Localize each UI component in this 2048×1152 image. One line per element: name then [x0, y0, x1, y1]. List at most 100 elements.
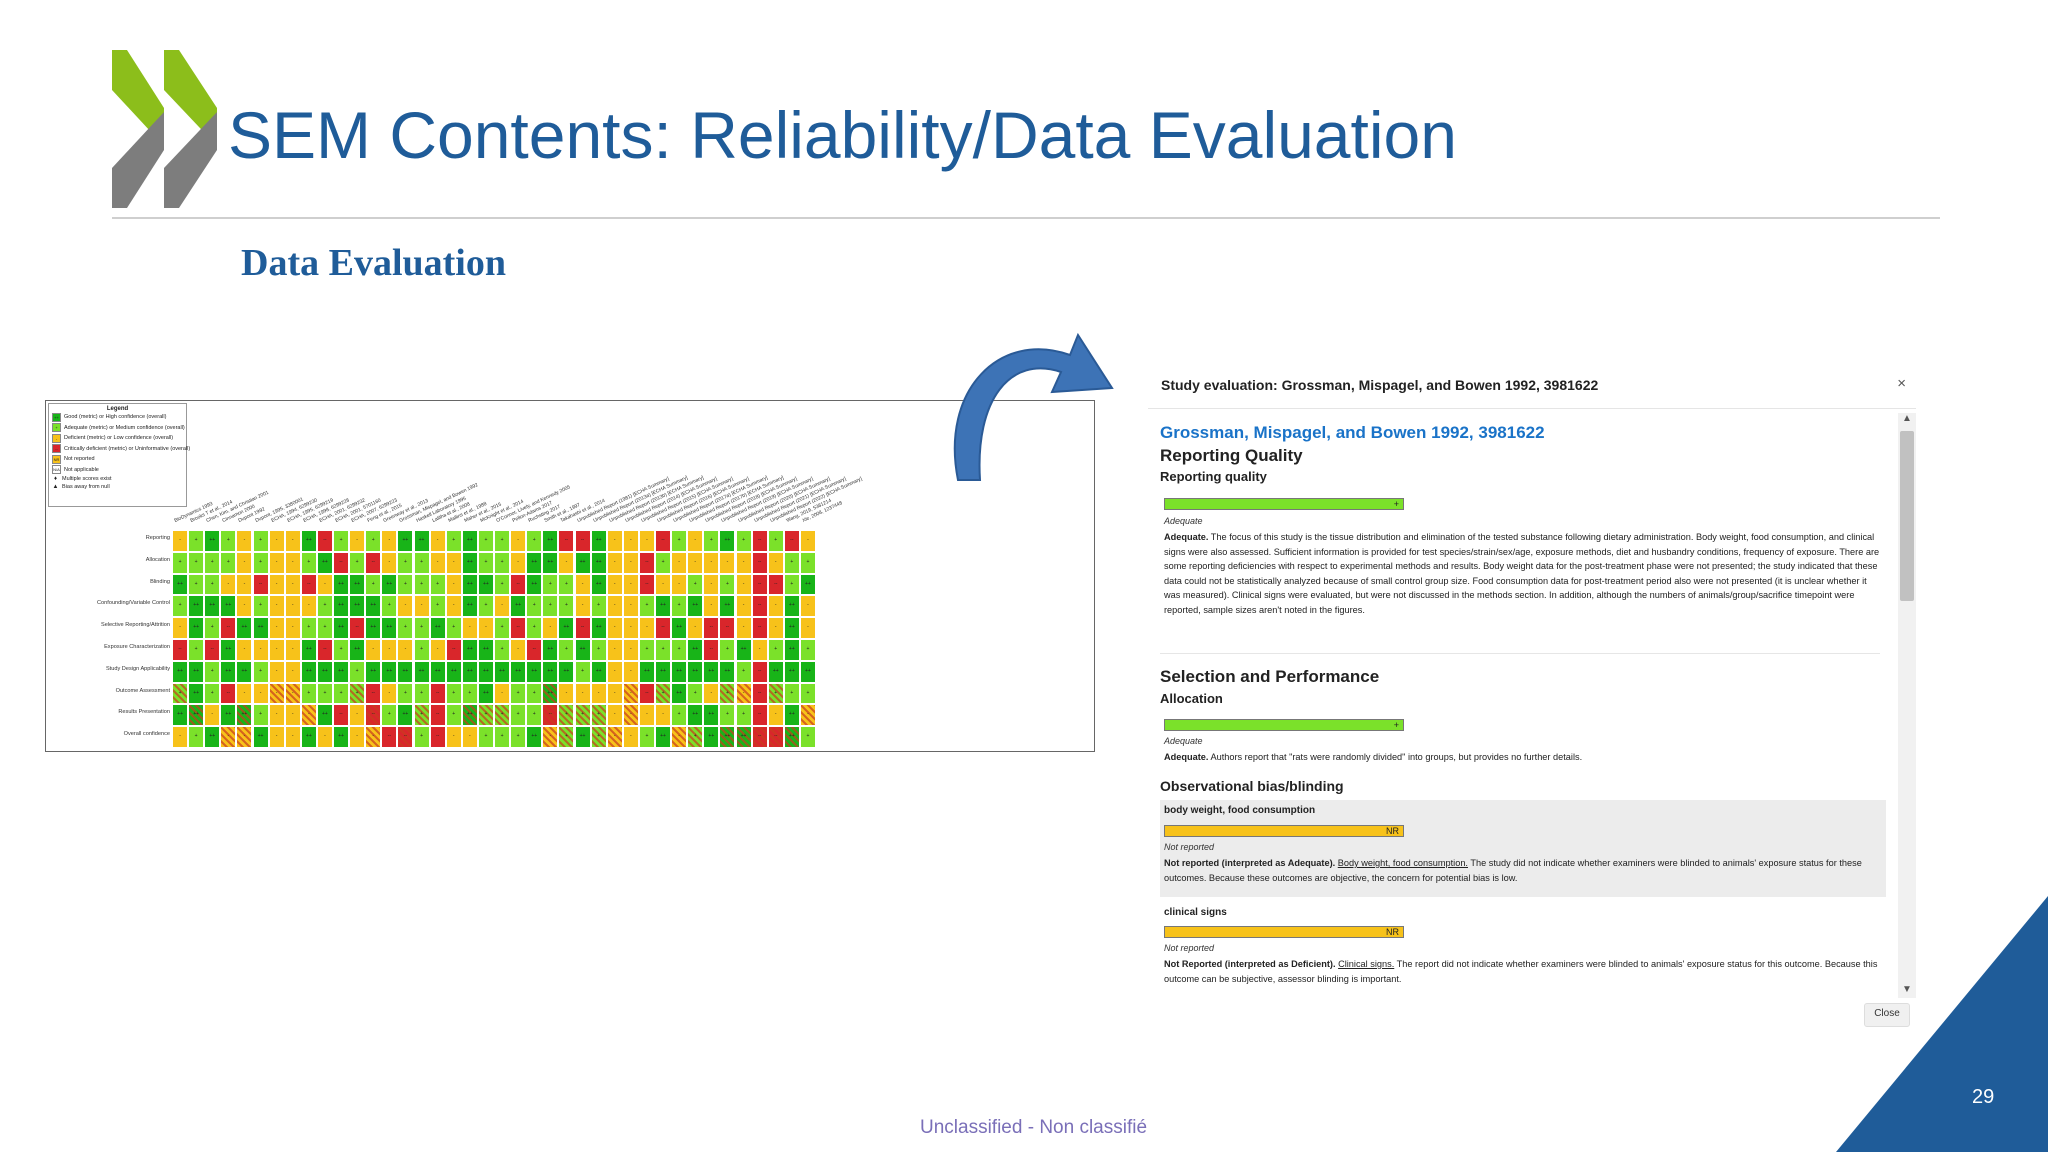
heatmap-cell: - [316, 726, 333, 748]
heatmap-cell: ++ [349, 595, 366, 618]
heatmap-cell: - [622, 704, 639, 727]
heatmap-cell: + [719, 639, 736, 661]
heatmap-cell: + [799, 682, 816, 705]
modal-scrollbar[interactable]: ▲ ▼ [1898, 413, 1916, 998]
heatmap-cell: - [703, 551, 720, 574]
heatmap-cell: ++ [300, 726, 317, 748]
heatmap-cell: -- [220, 617, 237, 639]
heatmap-cell: + [542, 573, 559, 596]
heatmap-cell: ++ [333, 573, 350, 596]
heatmap-cell: - [477, 617, 494, 639]
heatmap-cell: + [445, 617, 462, 639]
heatmap-cell: ++ [783, 639, 800, 661]
heatmap-row-labels: Reporting Allocation Blinding Confounding/V… [46, 529, 170, 751]
modal-body[interactable]: Grossman, Mispagel, and Bowen 1992, 3981… [1148, 413, 1896, 998]
heatmap-cell: - [284, 682, 301, 705]
heatmap-cell: ++ [703, 726, 720, 748]
heatmap-cell: ++ [188, 704, 205, 727]
heatmap-cell: - [172, 530, 189, 552]
heatmap-cell: + [526, 704, 543, 727]
heatmap-cell: + [349, 660, 366, 683]
heatmap-cell: - [381, 530, 398, 552]
heatmap-cell: - [799, 595, 816, 618]
heatmap-cell: ++ [445, 660, 462, 683]
heatmap-cell: - [494, 595, 511, 618]
heatmap-cell: - [719, 551, 736, 574]
heatmap-cell: - [429, 530, 446, 552]
heatmap-cell: - [236, 595, 253, 618]
heatmap-cell: ++ [461, 595, 478, 618]
heatmap-cell: + [655, 551, 672, 574]
heatmap-cell: + [590, 595, 607, 618]
heatmap-cell: - [461, 726, 478, 748]
heatmap-cell: -- [638, 573, 655, 596]
heatmap-cell: + [655, 682, 672, 705]
heatmap-cell: + [316, 595, 333, 618]
heatmap-cell: ++ [719, 660, 736, 683]
heatmap-cell: - [381, 551, 398, 574]
heatmap-row-label: Reporting [145, 535, 170, 541]
heatmap-cell: ++ [477, 639, 494, 661]
heatmap-cell: - [284, 573, 301, 596]
heatmap-cell: + [590, 639, 607, 661]
heatmap-cell: -- [767, 573, 784, 596]
heatmap-cell: ++ [526, 660, 543, 683]
legend-title: Legend [106, 406, 129, 412]
close-icon[interactable]: × [1897, 375, 1906, 392]
heatmap-cell: + [397, 682, 414, 705]
heatmap-cell: - [284, 530, 301, 552]
heatmap-cell: + [558, 726, 575, 748]
heatmap-cell: - [220, 726, 237, 748]
heatmap-cell: ++ [671, 682, 688, 705]
heatmap-cell: ++ [687, 639, 704, 661]
heatmap-cell: + [494, 530, 511, 552]
heatmap-cell: - [703, 682, 720, 705]
scroll-down-icon[interactable]: ▼ [1902, 984, 1912, 995]
heatmap-cell: + [172, 551, 189, 574]
heatmap-cell: -- [220, 682, 237, 705]
heatmap-cell: ++ [590, 660, 607, 683]
heatmap-cell: -- [719, 617, 736, 639]
blinding-rating-bar: NR [1164, 825, 1404, 837]
heatmap-cell: ++ [429, 660, 446, 683]
heatmap-cell: - [574, 573, 591, 596]
heatmap-cell: -- [783, 530, 800, 552]
scroll-up-icon[interactable]: ▲ [1902, 413, 1912, 424]
heatmap-cell: -- [574, 617, 591, 639]
heatmap-cell: - [445, 726, 462, 748]
close-button[interactable]: Close [1864, 1003, 1910, 1027]
heatmap-cell: ++ [687, 704, 704, 727]
heatmap-cell: ++ [799, 660, 816, 683]
blinding-outcome: body weight, food consumption [1164, 805, 1316, 816]
heatmap-cell: -- [751, 726, 768, 748]
scrollbar-thumb[interactable] [1900, 431, 1914, 601]
heatmap-cell: ++ [220, 639, 237, 661]
heatmap-cell: + [188, 551, 205, 574]
heatmap-cell: + [381, 595, 398, 618]
heatmap-row-label: Blinding [150, 578, 170, 585]
heatmap-cell: + [316, 617, 333, 639]
study-evaluation-heatmap: Legend ++ Good (metric) or High confidenc… [45, 400, 1095, 752]
heatmap-cell: -- [542, 704, 559, 727]
study-citation-link[interactable]: Grossman, Mispagel, and Bowen 1992, 3981… [1160, 423, 1545, 442]
slide-title: SEM Contents: Reliability/Data Evaluatio… [228, 98, 1457, 172]
heatmap-cell: + [671, 704, 688, 727]
blinding-text: Not Reported (interpreted as Deficient).… [1164, 959, 1878, 984]
heatmap-cell: + [783, 551, 800, 574]
heatmap-cell: ++ [542, 551, 559, 574]
heatmap-cell: + [349, 682, 366, 705]
page-number: 29 [1972, 1086, 1995, 1108]
heatmap-cell: - [638, 530, 655, 552]
heatmap-cell: - [252, 639, 269, 661]
heatmap-cell: ++ [188, 660, 205, 683]
heatmap-cell: ++ [204, 595, 221, 618]
legend-item: N/A Not applicable [49, 465, 186, 476]
heatmap-cell: + [397, 573, 414, 596]
allocation-text: Adequate. Authors report that "rats were… [1164, 752, 1583, 762]
heatmap-cell: ++ [316, 660, 333, 683]
heatmap-cell: ++ [574, 726, 591, 748]
heatmap-cell: - [252, 682, 269, 705]
heatmap-row-label: Overall confidence [123, 731, 170, 738]
heatmap-cell: + [252, 595, 269, 618]
heatmap-cell: - [316, 573, 333, 596]
